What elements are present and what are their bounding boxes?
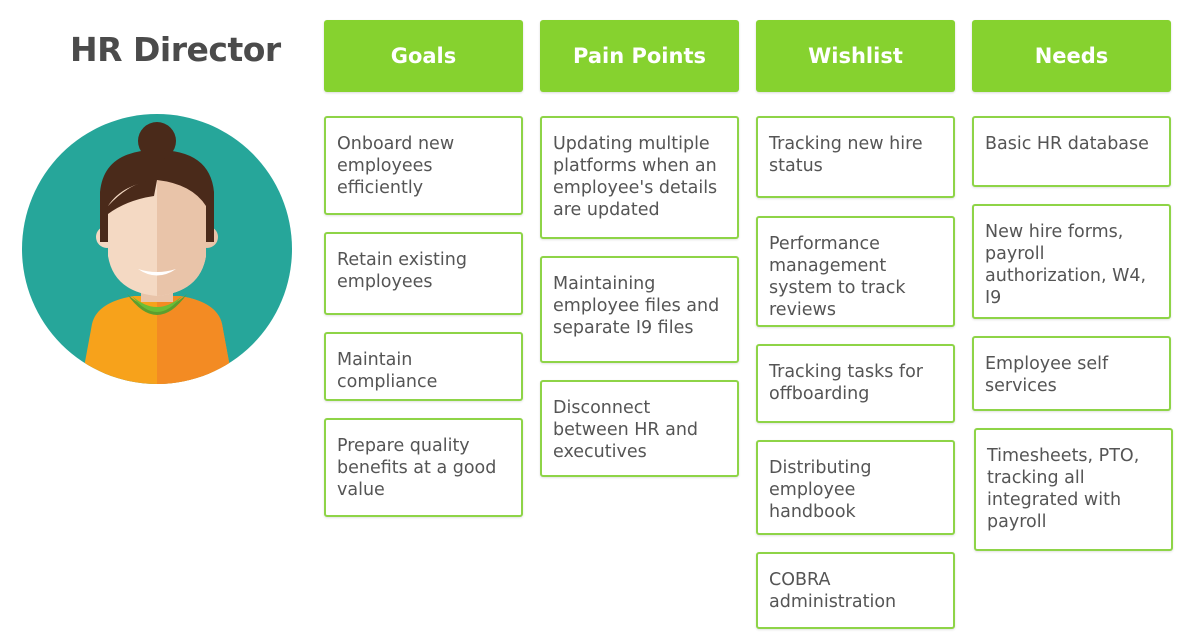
pain-point-card: Maintaining employee files and separate …	[540, 256, 739, 363]
goal-card: Prepare quality benefits at a good value	[324, 418, 523, 517]
wishlist-card: COBRA administration	[756, 552, 955, 629]
pain-point-card: Updating multiple platforms when an empl…	[540, 116, 739, 239]
hr-director-avatar-icon	[22, 114, 292, 384]
column-header-needs: Needs	[972, 20, 1171, 92]
wishlist-card: Tracking new hire status	[756, 116, 955, 198]
column-header-wishlist: Wishlist	[756, 20, 955, 92]
needs-card: New hire forms, payroll authorization, W…	[972, 204, 1171, 319]
needs-card: Employee self services	[972, 336, 1171, 411]
goal-card: Maintain compliance	[324, 332, 523, 401]
needs-card: Basic HR database	[972, 116, 1171, 187]
wishlist-card: Performance management system to track r…	[756, 216, 955, 327]
column-header-goals: Goals	[324, 20, 523, 92]
persona-title: HR Director	[70, 30, 281, 69]
pain-point-card: Disconnect between HR and executives	[540, 380, 739, 477]
needs-card: Timesheets, PTO, tracking all integrated…	[974, 428, 1173, 551]
column-header-pain-points: Pain Points	[540, 20, 739, 92]
goal-card: Retain existing employees	[324, 232, 523, 315]
wishlist-card: Tracking tasks for offboarding	[756, 344, 955, 423]
wishlist-card: Distributing employee handbook	[756, 440, 955, 535]
goal-card: Onboard new employees efficiently	[324, 116, 523, 215]
